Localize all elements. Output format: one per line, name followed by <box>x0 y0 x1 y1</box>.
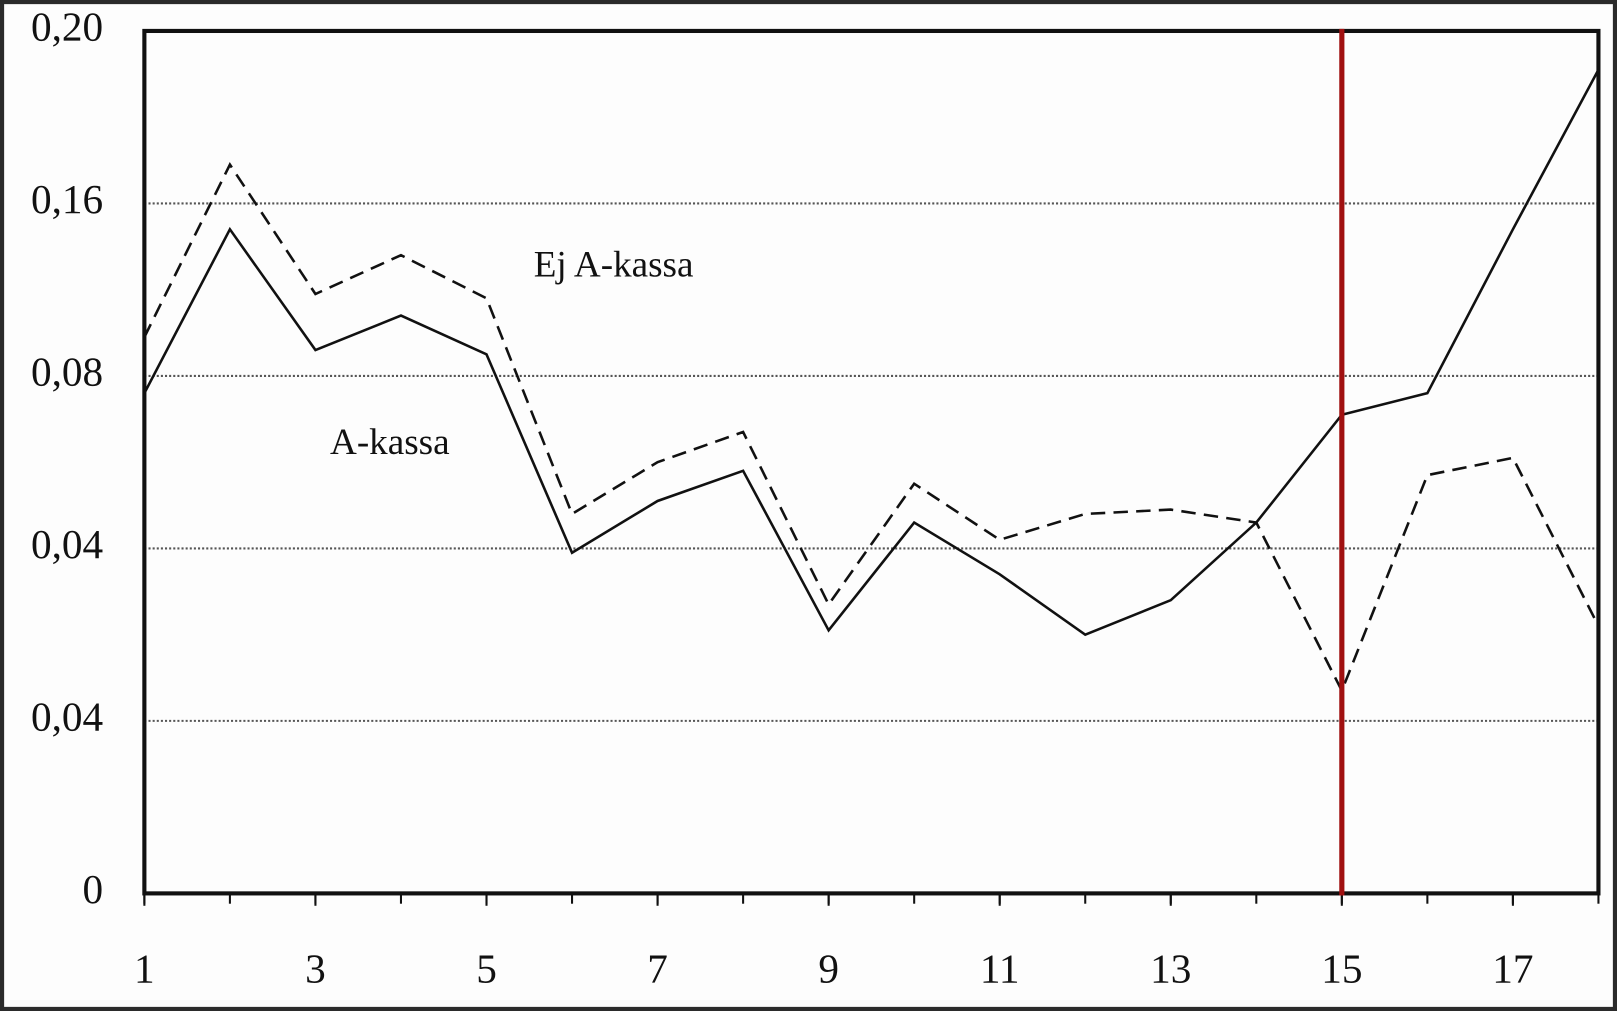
y-tick-label: 0,16 <box>31 176 103 222</box>
series-label: A-kassa <box>330 422 450 463</box>
x-tick-label: 9 <box>818 945 839 991</box>
plot-frame <box>142 28 1601 896</box>
y-tick-label: 0 <box>83 866 104 912</box>
x-tick-label: 5 <box>476 945 497 991</box>
x-tick-label: 17 <box>1492 945 1533 991</box>
x-tick-label: 3 <box>305 945 326 991</box>
y-tick-label: 0,04 <box>31 693 103 739</box>
x-tick-label: 11 <box>980 945 1020 991</box>
x-tick-label: 15 <box>1321 945 1362 991</box>
x-tick-label: 1 <box>134 945 155 991</box>
series-line <box>143 162 1600 694</box>
paper <box>4 4 1613 1007</box>
y-tick-label: 0,08 <box>31 348 103 394</box>
x-tick-label: 13 <box>1150 945 1191 991</box>
series-line <box>143 69 1600 637</box>
x-tick-label: 7 <box>647 945 668 991</box>
y-tick-label: 0,04 <box>31 521 103 567</box>
series-label: Ej A-kassa <box>534 245 694 286</box>
y-tick-label: 0,20 <box>31 3 103 49</box>
